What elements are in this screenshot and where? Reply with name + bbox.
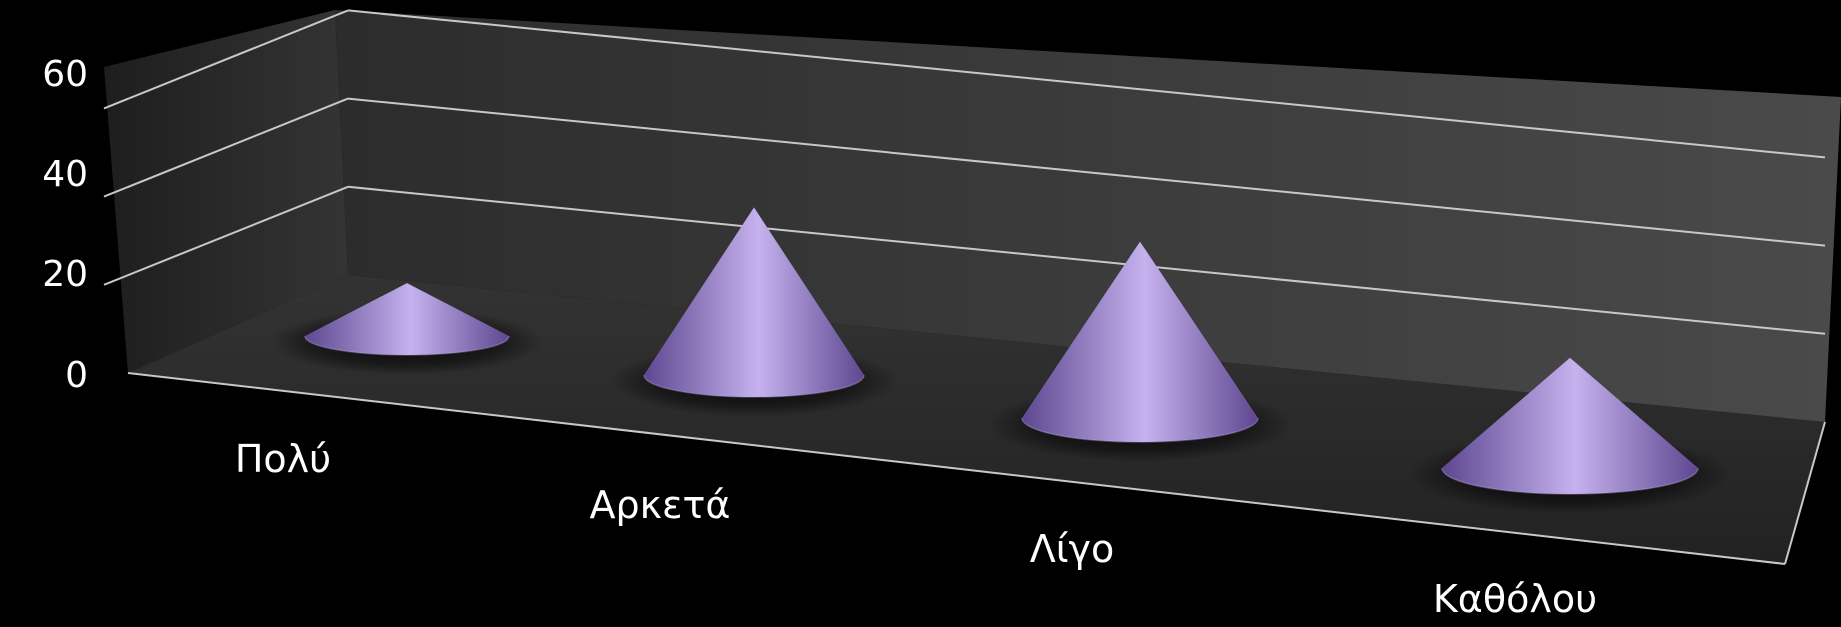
- gridline-back: [347, 97, 1826, 247]
- cone-bar: [271, 283, 543, 375]
- axis-floor-front: [127, 372, 1786, 565]
- category-label: Πολύ: [235, 437, 331, 481]
- cone-body: [1022, 241, 1258, 442]
- y-tick-label: 0: [65, 355, 88, 396]
- gridlines: [103, 9, 1826, 565]
- cone-base-edge: [1021, 417, 1259, 443]
- category-label: Λίγο: [1030, 527, 1115, 571]
- chart-side-wall: [104, 10, 348, 373]
- cone-series: [271, 207, 1732, 514]
- gridline-side: [103, 97, 349, 198]
- axis-floor-right: [1784, 421, 1826, 565]
- cone-body: [305, 283, 509, 355]
- y-axis-ticks: 0 20 40 60: [42, 54, 88, 396]
- gridline-back: [347, 185, 1826, 335]
- chart-back-wall: [335, 10, 1841, 422]
- cone-bar: [1408, 357, 1732, 514]
- category-label: Αρκετά: [590, 483, 731, 527]
- gridline-side: [103, 9, 349, 110]
- category-label: Καθόλου: [1433, 577, 1597, 621]
- cone-bar: [988, 241, 1292, 462]
- x-axis-categories: Πολύ Αρκετά Λίγο Καθόλου: [235, 437, 1597, 621]
- gridline-back: [347, 9, 1826, 159]
- cone-base-edge: [643, 374, 865, 398]
- cone-base-edge: [1441, 467, 1699, 495]
- cone-body: [1442, 357, 1698, 494]
- cone-bar: [610, 207, 898, 417]
- y-tick-label: 60: [42, 54, 88, 95]
- y-tick-label: 40: [42, 154, 88, 195]
- cone-body: [644, 207, 864, 397]
- cone-base-edge: [304, 335, 510, 356]
- y-tick-label: 20: [42, 254, 88, 295]
- chart-floor: [128, 275, 1825, 564]
- gridline-side: [103, 185, 349, 286]
